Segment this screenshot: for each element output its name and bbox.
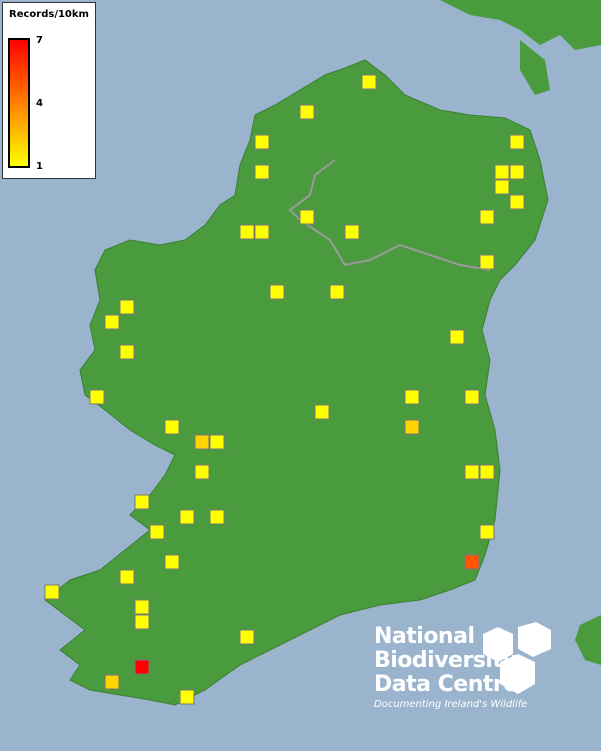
record-square[interactable] [479,209,495,225]
legend-min-label: 1 [36,161,43,172]
record-square[interactable] [314,404,330,420]
record-square[interactable] [209,509,225,525]
record-square[interactable] [119,344,135,360]
record-square[interactable] [479,464,495,480]
record-square[interactable] [509,134,525,150]
record-square[interactable] [464,554,480,570]
record-square[interactable] [269,284,285,300]
record-square[interactable] [104,314,120,330]
legend-color-ramp [8,38,30,168]
record-square[interactable] [361,74,377,90]
record-square[interactable] [89,389,105,405]
record-square[interactable] [239,224,255,240]
record-square[interactable] [254,164,270,180]
record-square[interactable] [119,299,135,315]
seahorse-icon [500,654,535,694]
record-square[interactable] [179,509,195,525]
butterfly-icon [518,622,551,657]
record-square[interactable] [194,464,210,480]
record-square[interactable] [299,209,315,225]
record-square[interactable] [494,164,510,180]
record-square[interactable] [299,104,315,120]
logo-tagline: Documenting Ireland's Wildlife [374,699,528,710]
record-square[interactable] [464,464,480,480]
legend-title: Records/10km [9,9,89,20]
record-square[interactable] [194,434,210,450]
logo-line3: Data Centre [374,672,518,697]
record-square[interactable] [344,224,360,240]
nbdc-logo: National Biodiversity Data Centre Docume… [374,624,528,711]
record-square[interactable] [134,494,150,510]
record-square[interactable] [209,434,225,450]
record-squares [44,74,525,705]
record-square[interactable] [149,524,165,540]
logo-line1: National [374,624,475,649]
record-square[interactable] [404,419,420,435]
record-square[interactable] [494,179,510,195]
record-square[interactable] [479,524,495,540]
record-square[interactable] [329,284,345,300]
record-square[interactable] [509,194,525,210]
record-square[interactable] [164,419,180,435]
record-square[interactable] [164,554,180,570]
record-square[interactable] [449,329,465,345]
record-square[interactable] [179,689,195,705]
record-square[interactable] [134,614,150,630]
legend: Records/10km 7 4 1 [2,2,96,179]
legend-mid-label: 4 [36,98,43,109]
tree-icon [483,627,513,662]
record-square[interactable] [254,134,270,150]
ireland-landmass [44,59,549,706]
wales-landmass [575,615,601,665]
record-square[interactable] [44,584,60,600]
record-square[interactable] [134,659,150,675]
record-square[interactable] [119,569,135,585]
record-square[interactable] [134,599,150,615]
record-square[interactable] [404,389,420,405]
scotland-landmass [440,0,601,95]
record-square[interactable] [479,254,495,270]
ni-border [288,159,491,271]
record-square[interactable] [464,389,480,405]
record-square[interactable] [104,674,120,690]
logo-hexagon-icons [483,622,551,694]
record-square[interactable] [239,629,255,645]
record-square[interactable] [509,164,525,180]
legend-max-label: 7 [36,35,43,46]
record-square[interactable] [254,224,270,240]
